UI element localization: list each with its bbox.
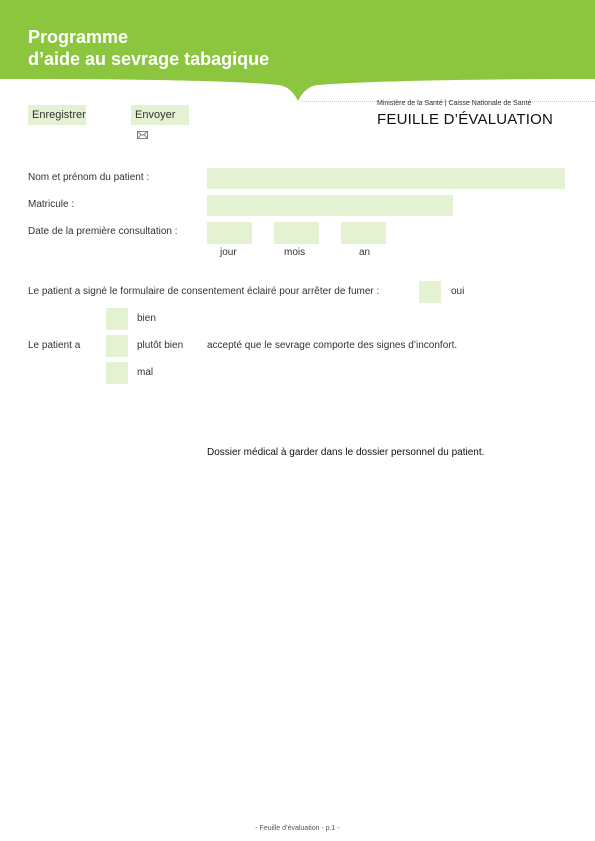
acceptance-mal-checkbox[interactable] (106, 362, 128, 384)
consent-yes-label: oui (451, 286, 465, 297)
medical-record-note: Dossier médical à garder dans le dossier… (207, 447, 485, 458)
acceptance-plutot-bien-checkbox[interactable] (106, 335, 128, 357)
month-caption: mois (284, 247, 306, 258)
save-button-label: Enregistrer (32, 109, 86, 121)
envelope-icon (137, 131, 148, 139)
send-button[interactable]: Envoyer (131, 105, 189, 139)
program-title-line1: Programme (28, 27, 129, 47)
patient-name-label: Nom et prénom du patient : (28, 172, 150, 183)
year-input[interactable] (341, 222, 386, 244)
day-caption: jour (220, 247, 237, 258)
consent-label: Le patient a signé le formulaire de cons… (28, 286, 380, 297)
acceptance-suffix: accepté que le sevrage comporte des sign… (207, 340, 458, 351)
acceptance-prefix: Le patient a (28, 340, 81, 351)
acceptance-bien-checkbox[interactable] (106, 308, 128, 330)
page-footer: - Feuille d’évaluation - p.1 - (255, 825, 340, 832)
document-title: FEUILLE D’ÉVALUATION (377, 111, 553, 128)
year-caption: an (359, 247, 371, 258)
month-input[interactable] (274, 222, 319, 244)
program-title: Programme d’aide au sevrage tabagique (28, 26, 269, 70)
first-consultation-label: Date de la première consultation : (28, 226, 178, 237)
header-dotted-divider (302, 101, 595, 102)
acceptance-mal-label: mal (137, 367, 154, 378)
day-input[interactable] (207, 222, 252, 244)
matricule-label: Matricule : (28, 199, 75, 210)
save-button[interactable]: Enregistrer (28, 105, 86, 125)
header-shape (0, 0, 595, 101)
header-banner: Programme d’aide au sevrage tabagique (0, 0, 595, 104)
acceptance-bien-label: bien (137, 313, 156, 324)
program-title-line2: d’aide au sevrage tabagique (28, 49, 270, 69)
ministry-label: Ministère de la Santé | Caisse Nationale… (377, 100, 532, 107)
send-button-label: Envoyer (135, 109, 176, 121)
matricule-input[interactable] (207, 195, 453, 216)
acceptance-plutot-bien-label: plutôt bien (137, 340, 184, 351)
consent-yes-checkbox[interactable] (419, 281, 441, 303)
patient-name-input[interactable] (207, 168, 565, 189)
